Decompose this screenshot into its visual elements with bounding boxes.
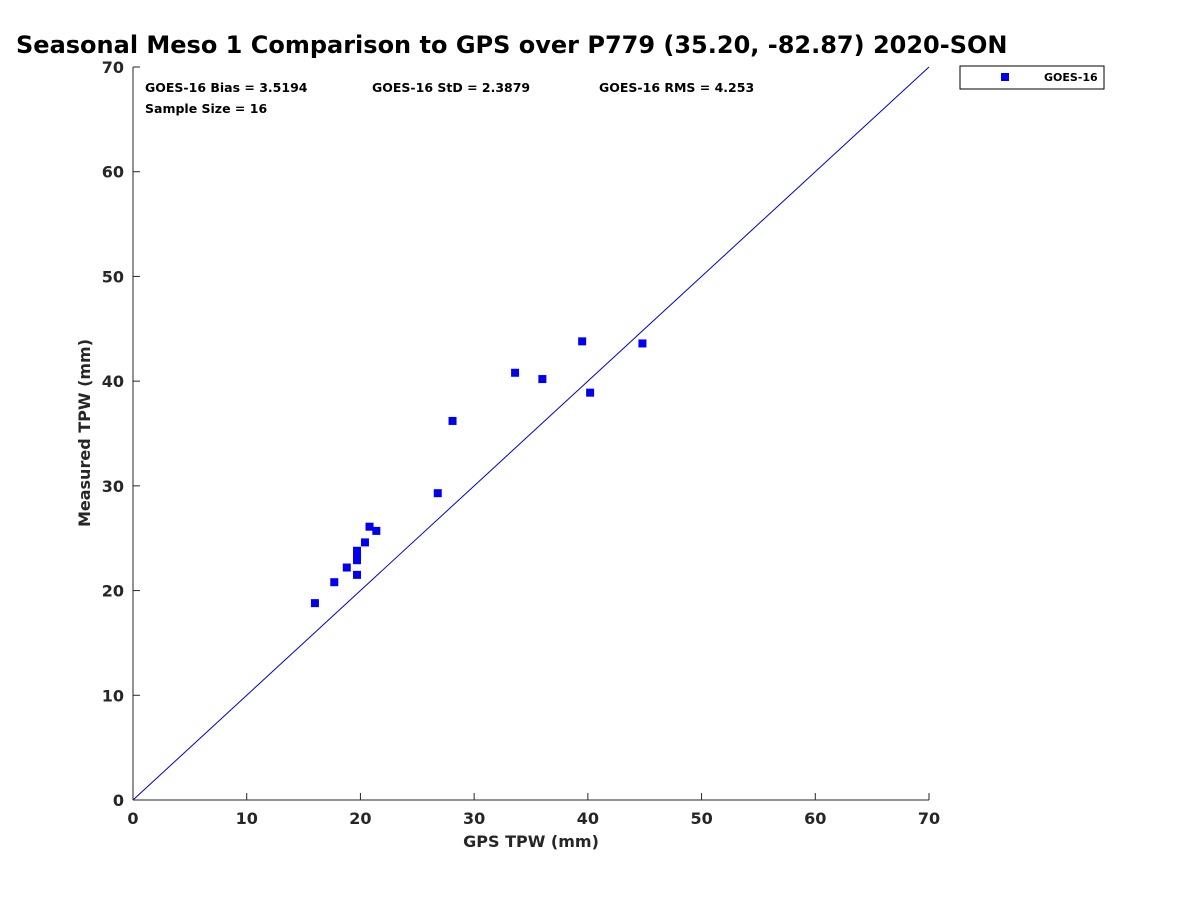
data-point bbox=[538, 375, 547, 384]
data-point bbox=[353, 550, 362, 559]
axis-ticks: 0 10 20 30 40 50 60 70 0 10 20 30 40 50 60 70 bbox=[102, 58, 940, 828]
data-point bbox=[578, 337, 587, 346]
stat-rms: GOES-16 RMS = 4.253 bbox=[599, 80, 754, 95]
legend: GOES-16 bbox=[959, 65, 1105, 90]
y-tick-label: 40 bbox=[102, 372, 124, 391]
x-tick-label: 20 bbox=[349, 809, 371, 828]
data-point bbox=[353, 570, 362, 579]
y-tick-label: 30 bbox=[102, 477, 124, 496]
y-tick-label: 10 bbox=[102, 686, 124, 705]
data-point bbox=[511, 368, 520, 377]
x-tick-label: 50 bbox=[690, 809, 712, 828]
data-point bbox=[448, 416, 457, 425]
data-point bbox=[360, 538, 369, 547]
stat-sample-size: Sample Size = 16 bbox=[145, 101, 267, 116]
y-tick-label: 20 bbox=[102, 582, 124, 601]
x-tick-label: 70 bbox=[918, 809, 940, 828]
y-tick-label: 50 bbox=[102, 267, 124, 286]
chart-title: Seasonal Meso 1 Comparison to GPS over P… bbox=[16, 31, 1007, 59]
data-point bbox=[330, 578, 339, 587]
reference-line bbox=[132, 66, 930, 801]
data-point bbox=[342, 563, 351, 572]
data-point bbox=[372, 526, 381, 535]
data-point bbox=[433, 489, 442, 498]
x-tick-label: 30 bbox=[463, 809, 485, 828]
x-axis-label: GPS TPW (mm) bbox=[463, 832, 599, 851]
y-tick-label: 60 bbox=[102, 163, 124, 182]
x-tick-label: 60 bbox=[804, 809, 826, 828]
data-point bbox=[365, 522, 374, 531]
y-tick-label: 0 bbox=[113, 791, 124, 810]
series-goes-16 bbox=[310, 337, 647, 608]
legend-box bbox=[959, 65, 1105, 90]
x-tick-label: 10 bbox=[236, 809, 258, 828]
y-tick-label: 70 bbox=[102, 58, 124, 77]
legend-marker bbox=[1001, 73, 1009, 81]
y-axis-label: Measured TPW (mm) bbox=[75, 339, 94, 527]
legend-label: GOES-16 bbox=[1044, 71, 1098, 84]
data-point bbox=[586, 388, 595, 397]
data-point bbox=[310, 599, 319, 608]
stat-std: GOES-16 StD = 2.3879 bbox=[372, 80, 530, 95]
x-tick-label: 40 bbox=[577, 809, 599, 828]
data-point bbox=[353, 546, 362, 555]
stat-bias: GOES-16 Bias = 3.5194 bbox=[145, 80, 308, 95]
data-point bbox=[353, 556, 362, 565]
plot-area bbox=[132, 66, 930, 801]
data-point bbox=[638, 339, 647, 348]
x-tick-label: 0 bbox=[127, 809, 138, 828]
